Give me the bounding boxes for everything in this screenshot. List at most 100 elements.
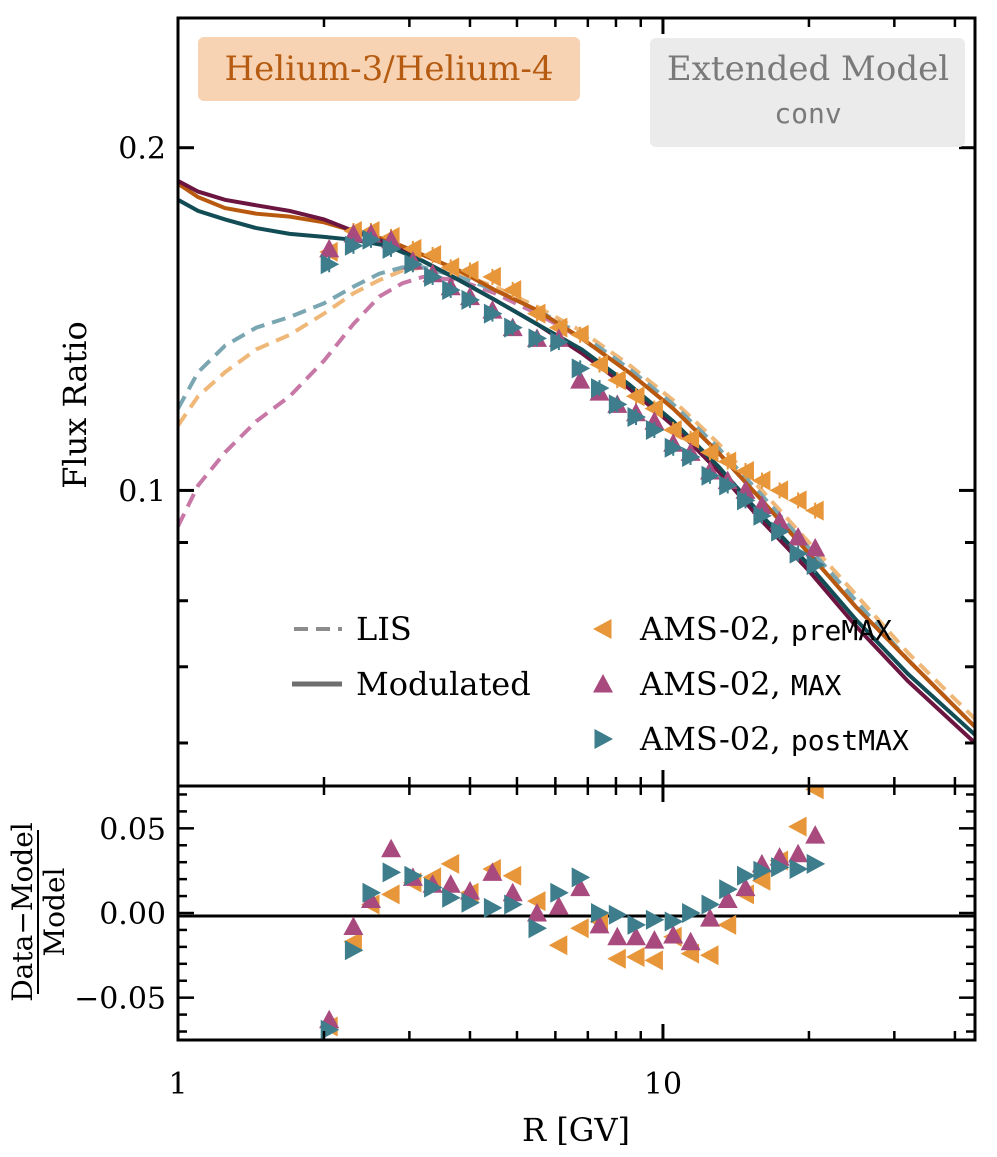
data-point-postMAX <box>627 407 646 427</box>
residual-point-postMAX <box>664 911 684 932</box>
residual-point-postMAX <box>701 894 720 915</box>
model-box <box>650 38 965 147</box>
data-point-MAX <box>319 238 340 258</box>
data-point-postMAX <box>789 543 809 564</box>
residual-point-MAX <box>381 838 402 858</box>
data-point-postMAX <box>701 465 720 486</box>
residual-point-preMAX <box>502 865 522 886</box>
data-point-MAX <box>805 538 826 557</box>
residual-point-postMAX <box>461 892 480 913</box>
data-point-preMAX <box>502 280 522 300</box>
residual-point-postMAX <box>442 887 461 908</box>
data-point-postMAX <box>682 447 701 467</box>
residual-point-MAX <box>607 926 628 946</box>
y-tick-label: 0.1 <box>118 474 166 509</box>
data-point-postMAX <box>382 238 402 259</box>
residual-point-postMAX <box>483 897 503 918</box>
data-point-preMAX <box>422 245 442 265</box>
residual-points <box>319 786 826 1040</box>
residual-point-preMAX <box>343 931 362 952</box>
x-tick-label: 10 <box>644 1067 682 1102</box>
data-point-preMAX <box>644 398 663 419</box>
residual-point-postMAX <box>571 867 591 888</box>
y-tick-label: 0.2 <box>118 132 166 167</box>
model-box-line1: Extended Model <box>667 49 949 89</box>
data-point-postMAX <box>483 303 503 324</box>
data-point-postMAX <box>737 490 756 511</box>
residual-point-postMAX <box>806 853 826 874</box>
data-point-postMAX <box>461 289 480 310</box>
residual-point-MAX <box>589 914 610 934</box>
residual-point-MAX <box>644 930 665 949</box>
chart-title: Helium-3/Helium-4 <box>224 49 553 89</box>
data-point-postMAX <box>344 235 364 256</box>
residual-point-postMAX <box>320 1019 340 1040</box>
ams02-data-points <box>319 221 826 575</box>
ratio-y-axis-label: Data−Model Model <box>6 822 71 1002</box>
data-point-postMAX <box>591 378 610 399</box>
residual-point-MAX <box>700 908 720 927</box>
modulated-curve-mod_post <box>178 198 975 737</box>
ratio-tick-label: 0.05 <box>99 812 166 847</box>
residual-point-postMAX <box>645 909 665 930</box>
residual-point-preMAX <box>717 914 737 935</box>
data-point-postMAX <box>404 254 423 275</box>
data-point-postMAX <box>645 420 665 440</box>
residual-point-postMAX <box>528 918 547 939</box>
residual-point-preMAX <box>570 918 589 939</box>
modulated-curves <box>178 179 975 745</box>
data-point-preMAX <box>700 442 719 463</box>
data-point-preMAX <box>680 428 700 449</box>
data-point-preMAX <box>626 386 645 407</box>
modulated-curve-mod_pre <box>178 181 975 729</box>
x-tick-label: 1 <box>168 1067 187 1102</box>
residual-point-MAX <box>548 896 569 915</box>
tick-labels: 1 10 0.2 0.1 0.05 0.00 −0.05 <box>74 132 682 1102</box>
data-point-postMAX <box>424 266 443 287</box>
data-point-preMAX <box>527 303 546 324</box>
data-point-postMAX <box>664 437 684 458</box>
data-point-postMAX <box>719 475 738 496</box>
data-point-postMAX <box>504 317 523 338</box>
data-point-MAX <box>570 370 591 389</box>
legend-label-postMAX: AMS-02, postMAX <box>639 720 909 758</box>
legend-lis-label: LIS <box>356 610 412 648</box>
data-point-postMAX <box>320 254 340 275</box>
residual-point-postMAX <box>550 882 569 903</box>
title-box <box>198 37 580 101</box>
residual-point-MAX <box>805 825 826 844</box>
lis-curve-lis_post <box>178 265 975 729</box>
residual-point-MAX <box>626 926 646 946</box>
ratio-label-numerator: Data−Model <box>6 822 39 1002</box>
legend-mod-label: Modulated <box>356 665 531 703</box>
ratio-panel-frame <box>176 784 977 1042</box>
data-point-preMAX <box>717 451 737 472</box>
data-point-postMAX <box>442 280 461 300</box>
residual-point-postMAX <box>591 903 610 923</box>
residual-point-MAX <box>570 877 591 897</box>
residual-point-preMAX <box>751 870 771 891</box>
data-point-preMAX <box>751 470 771 491</box>
data-point-preMAX <box>805 500 824 521</box>
residual-point-postMAX <box>404 865 423 886</box>
data-point-postMAX <box>571 358 591 379</box>
residual-point-postMAX <box>753 860 772 881</box>
data-point-preMAX <box>589 354 608 375</box>
data-point-preMAX <box>570 324 589 345</box>
data-point-postMAX <box>771 521 790 542</box>
data-point-postMAX <box>753 505 772 526</box>
residual-point-MAX <box>717 889 738 908</box>
residual-point-MAX <box>663 925 684 944</box>
legend-label-MAX: AMS-02, MAX <box>639 665 842 703</box>
data-point-postMAX <box>806 555 826 575</box>
data-point-preMAX <box>482 266 501 287</box>
data-point-postMAX <box>528 328 547 349</box>
data-point-preMAX <box>663 420 682 440</box>
data-point-preMAX <box>607 370 626 391</box>
data-point-preMAX <box>402 238 422 259</box>
x-axis-label: R [GV] <box>522 1111 630 1149</box>
modulated-curve-mod_max <box>178 179 975 745</box>
residual-point-postMAX <box>682 903 701 923</box>
data-point-preMAX <box>788 490 807 511</box>
residual-point-preMAX <box>644 950 663 971</box>
